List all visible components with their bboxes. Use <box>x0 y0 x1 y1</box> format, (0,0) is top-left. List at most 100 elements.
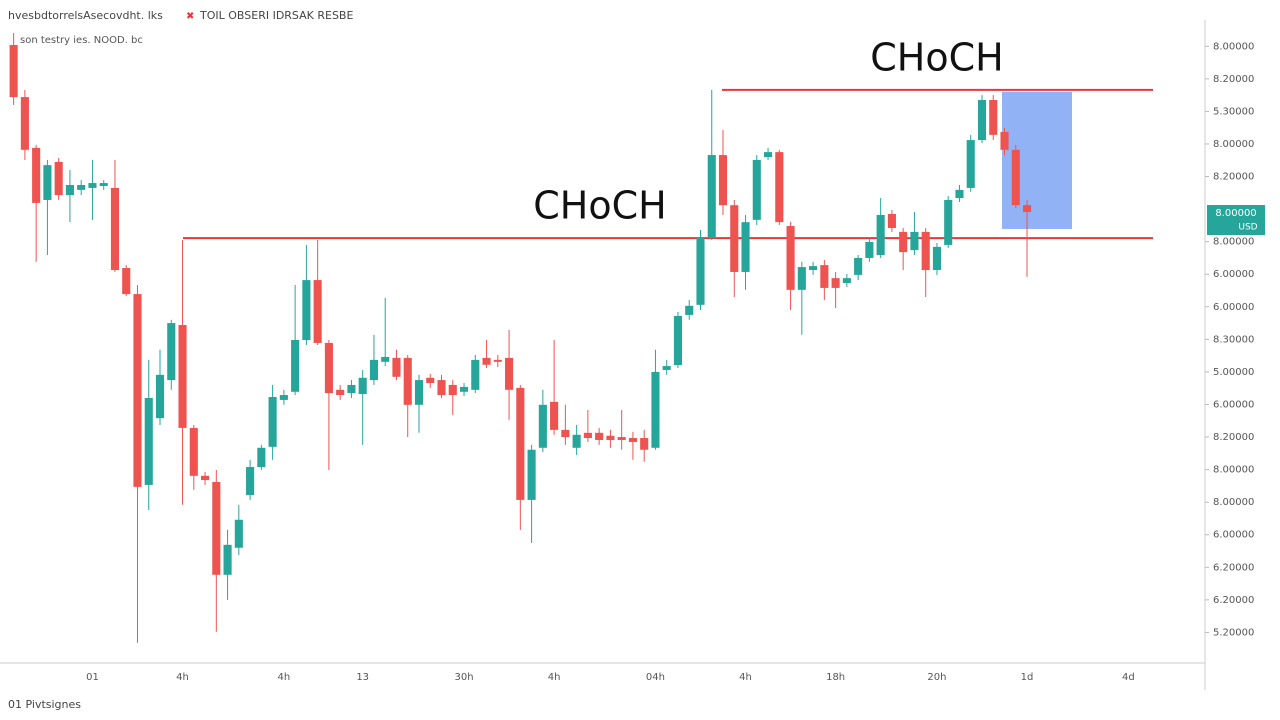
candle-body <box>257 447 266 468</box>
candle-body <box>155 374 165 419</box>
candle-body <box>122 268 131 295</box>
candle-body <box>358 377 367 395</box>
candle-body <box>336 389 345 396</box>
x-tick-label: 04h <box>646 672 665 683</box>
candle-body <box>707 155 716 239</box>
candle-body <box>595 432 604 440</box>
y-tick-label: 8.00000 <box>1213 465 1254 476</box>
candle-body <box>628 438 637 442</box>
candle-body <box>167 323 176 381</box>
candle-body <box>910 231 919 251</box>
candle-body <box>842 278 851 284</box>
candle-body <box>426 377 435 383</box>
candle-body <box>550 401 559 430</box>
candle-body <box>854 257 863 275</box>
candle-body <box>561 429 570 438</box>
x-tick-label: 13 <box>356 672 369 683</box>
candle-body <box>899 231 908 253</box>
candle-body <box>302 280 311 341</box>
candle-body <box>752 159 761 220</box>
candle-body <box>313 280 322 343</box>
candle-body <box>369 359 379 381</box>
candle-body <box>279 395 288 400</box>
last-price-label: 8.00000 <box>1215 208 1256 219</box>
candle-body <box>110 187 120 270</box>
candle-body <box>268 396 277 447</box>
x-tick-label: 1d <box>1021 672 1034 683</box>
y-tick-label: 6.00000 <box>1213 302 1254 313</box>
candle-body <box>144 397 153 485</box>
y-tick-label: 8.20000 <box>1213 172 1254 183</box>
title-tag: TOIL OBSERI IDRSAK RESBE <box>199 9 353 22</box>
candle-body <box>989 100 998 135</box>
last-price-unit: USD <box>1238 223 1257 233</box>
last-price-box <box>1207 205 1265 236</box>
candle-body <box>685 305 694 315</box>
candle-body <box>944 199 953 245</box>
y-tick-label: 8.00000 <box>1213 139 1254 150</box>
candle-body <box>471 359 480 390</box>
y-tick-label: 6.00000 <box>1213 269 1254 280</box>
candle-body <box>876 214 885 256</box>
candle-body <box>482 357 491 365</box>
y-tick-label: 5.00000 <box>1213 367 1254 378</box>
candle-body <box>65 185 74 196</box>
y-tick-label: 8.00000 <box>1213 41 1254 52</box>
candle-body <box>212 481 221 575</box>
candle-body <box>381 356 390 362</box>
candle-body <box>493 359 502 362</box>
candle-body <box>955 189 964 199</box>
candle-body <box>324 342 333 394</box>
candle-body <box>583 432 592 439</box>
x-tick-label: 4d <box>1122 672 1135 683</box>
candle-body <box>718 155 728 206</box>
level-label: CHoCH <box>533 184 666 228</box>
candle-body <box>572 434 581 448</box>
candle-body <box>133 294 142 487</box>
candle-body <box>459 386 469 392</box>
y-tick-label: 5.30000 <box>1213 106 1254 117</box>
candle-body <box>775 152 784 223</box>
candle-body <box>865 241 874 258</box>
candle-body <box>662 366 671 370</box>
candle-body <box>347 384 356 394</box>
candle-body <box>223 544 232 575</box>
candle-body <box>786 226 795 290</box>
y-tick-label: 6.00000 <box>1213 399 1254 410</box>
y-tick-label: 8.30000 <box>1213 334 1254 345</box>
candle-body <box>921 231 930 270</box>
candle-body <box>32 147 41 203</box>
candle-body <box>820 265 829 288</box>
y-tick-label: 6.20000 <box>1213 595 1254 606</box>
candle-body <box>538 404 547 448</box>
candle-body <box>673 315 683 366</box>
y-tick-label: 8.20000 <box>1213 74 1254 85</box>
y-tick-label: 6.20000 <box>1213 562 1254 573</box>
x-tick-label: 30h <box>454 672 473 683</box>
y-tick-label: 5.20000 <box>1213 627 1254 638</box>
candle-body <box>606 435 615 440</box>
candle-body <box>291 340 300 392</box>
candle-body <box>932 246 942 270</box>
title-mark: ✖ <box>186 11 194 22</box>
candle-body <box>966 140 975 188</box>
candle-body <box>43 165 52 200</box>
candle-body <box>99 183 108 186</box>
candle-body <box>887 213 896 228</box>
x-tick-label: 4h <box>176 672 189 683</box>
candle-body <box>741 222 750 272</box>
y-tick-label: 8.20000 <box>1213 432 1254 443</box>
x-tick-label: 18h <box>826 672 845 683</box>
candle-body <box>9 44 18 98</box>
candle-body <box>189 427 198 476</box>
candle-body <box>696 238 705 305</box>
candle-body <box>246 467 255 496</box>
candle-body <box>651 371 660 448</box>
candle-body <box>178 325 187 428</box>
candle-body <box>54 161 63 196</box>
x-tick-label: 4h <box>548 672 561 683</box>
x-tick-label: 20h <box>927 672 946 683</box>
candle-body <box>77 185 86 190</box>
